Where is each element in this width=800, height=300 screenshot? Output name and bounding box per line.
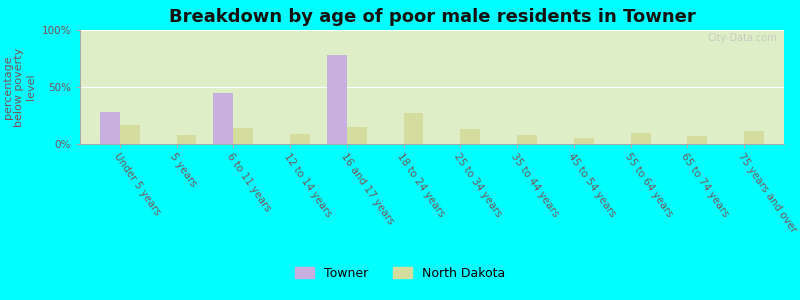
Bar: [404, 113, 423, 144]
Bar: [120, 124, 140, 144]
Bar: [687, 136, 707, 144]
Legend: Towner, North Dakota: Towner, North Dakota: [290, 262, 510, 285]
Bar: [327, 55, 347, 144]
Bar: [574, 138, 594, 144]
Title: Breakdown by age of poor male residents in Towner: Breakdown by age of poor male residents …: [169, 8, 695, 26]
Bar: [460, 129, 480, 144]
Y-axis label: percentage
below poverty
level: percentage below poverty level: [2, 47, 36, 127]
Bar: [177, 135, 196, 144]
Bar: [100, 112, 120, 144]
Bar: [290, 134, 310, 144]
Bar: [347, 127, 366, 144]
Text: City-Data.com: City-Data.com: [707, 33, 777, 43]
Bar: [214, 93, 234, 144]
Bar: [234, 128, 253, 144]
Bar: [630, 133, 650, 144]
Bar: [744, 131, 764, 144]
Bar: [517, 135, 537, 144]
